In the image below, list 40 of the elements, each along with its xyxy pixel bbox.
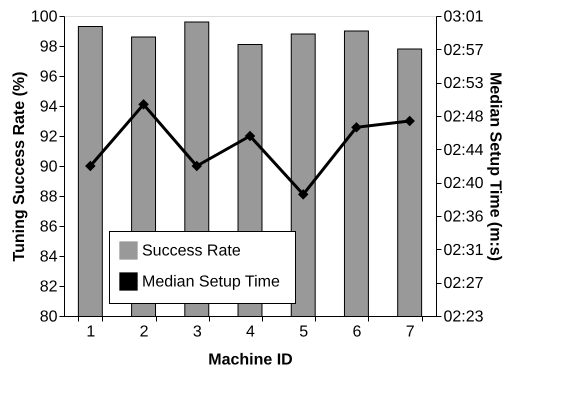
y2-tick-label: 02:23 bbox=[444, 308, 484, 326]
y-axis-title: Tuning Success Rate (%) bbox=[10, 72, 28, 262]
y2-tick-label: 03:01 bbox=[444, 8, 484, 26]
y2-tick-label: 02:48 bbox=[444, 108, 484, 126]
x-tick-label: 7 bbox=[406, 324, 415, 340]
x-tick-label: 5 bbox=[299, 324, 308, 340]
x-axis-title: Machine ID bbox=[208, 352, 293, 368]
y-tick-label: 86 bbox=[40, 218, 58, 236]
y2-tick-label: 02:44 bbox=[444, 142, 484, 159]
y-tick-label: 84 bbox=[40, 248, 58, 266]
point bbox=[244, 130, 256, 142]
x-tick-label: 3 bbox=[192, 324, 202, 340]
y2-axis-title: Median Setup Time (m:s) bbox=[486, 72, 504, 262]
x-tick-label: 4 bbox=[246, 324, 256, 340]
y-tick-label: 90 bbox=[40, 158, 58, 176]
y2-tick-label: 02:31 bbox=[444, 242, 484, 259]
point bbox=[404, 116, 415, 126]
y2-tick-label: 02:57 bbox=[444, 42, 484, 59]
y-tick-label: 96 bbox=[40, 68, 58, 86]
legend-label: Median Setup Time bbox=[142, 274, 280, 290]
x-tick-label: 1 bbox=[86, 324, 96, 340]
y2-tick-label: 02:40 bbox=[444, 175, 484, 192]
y-tick-label: 82 bbox=[40, 278, 58, 296]
x-tick-label: 2 bbox=[140, 324, 149, 340]
point bbox=[298, 189, 308, 200]
y-tick-label: 92 bbox=[40, 128, 58, 146]
y-tick-label: 94 bbox=[40, 98, 58, 116]
y2-tick-label: 02:36 bbox=[444, 208, 484, 226]
y2-tick-label: 02:27 bbox=[444, 275, 484, 292]
y-tick-label: 98 bbox=[40, 38, 58, 56]
y2-tick-label: 02:53 bbox=[444, 75, 484, 92]
point bbox=[351, 122, 362, 133]
point bbox=[138, 99, 149, 110]
legend-label: Success Rate bbox=[142, 242, 241, 260]
x-tick-label: 6 bbox=[352, 324, 362, 340]
y-tick-label: 88 bbox=[40, 188, 58, 206]
point bbox=[192, 160, 202, 172]
point bbox=[85, 160, 96, 172]
y-tick-label: 80 bbox=[40, 308, 58, 326]
y-tick-label: 100 bbox=[30, 8, 58, 26]
